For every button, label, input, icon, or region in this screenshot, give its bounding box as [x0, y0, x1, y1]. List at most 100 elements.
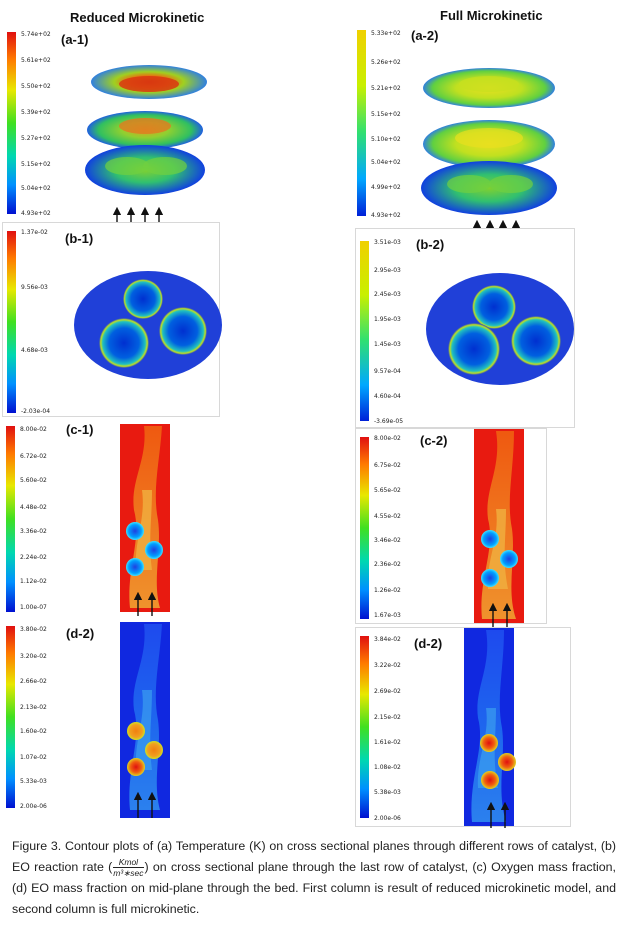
tick-b2-6: 4.60e-04 [374, 393, 401, 400]
tick-c2-6: 1.26e-02 [374, 587, 401, 594]
tick-d1-5: 1.07e-02 [20, 754, 47, 761]
panel-label-d1: (d-2) [66, 626, 95, 641]
colorbar-a2 [357, 30, 366, 216]
tick-c1-6: 1.12e-02 [20, 578, 47, 585]
tick-a1-0: 5.74e+02 [21, 31, 51, 38]
tick-d1-4: 1.60e-02 [20, 728, 47, 735]
tick-c2-5: 2.36e-02 [374, 561, 401, 568]
tick-a1-6: 5.04e+02 [21, 185, 51, 192]
panel-c2: (c-2) 8.00e-02 6.75e-02 5.65e-02 4.55e-0… [355, 428, 547, 627]
tick-c2-2: 5.65e-02 [374, 487, 401, 494]
tick-c1-7: 1.00e-07 [20, 604, 47, 611]
tick-b2-1: 2.95e-03 [374, 267, 401, 274]
tick-d1-2: 2.66e-02 [20, 678, 47, 685]
flow-arrows-a2 [472, 219, 521, 244]
panel-label-b1: (b-1) [65, 231, 94, 246]
tick-c2-3: 4.55e-02 [374, 513, 401, 520]
tick-b2-5: 9.57e-04 [374, 368, 401, 375]
tick-d1-6: 5.33e-03 [20, 778, 47, 785]
tick-a2-5: 5.04e+02 [371, 159, 401, 166]
tick-b2-4: 1.45e-03 [374, 341, 401, 348]
tick-a1-7: 4.93e+02 [21, 210, 51, 217]
tick-a2-1: 5.26e+02 [371, 59, 401, 66]
tick-d2-6: 5.38e-03 [374, 789, 401, 796]
rate-unit-numerator: Kmol [113, 857, 144, 869]
tick-b2-3: 1.95e-03 [374, 316, 401, 323]
rate-unit-fraction: Kmol m³∗sec [113, 857, 144, 879]
colorbar-b1 [7, 231, 16, 413]
eo-fraction-plane-d1 [120, 622, 170, 818]
eo-fraction-plane-d2 [464, 628, 516, 828]
tick-d1-3: 2.13e-02 [20, 704, 47, 711]
panel-label-c2: (c-2) [420, 433, 448, 448]
tick-a2-6: 4.99e+02 [371, 184, 401, 191]
tick-a1-3: 5.39e+02 [21, 109, 51, 116]
figure-caption: Figure 3. Contour plots of (a) Temperatu… [12, 836, 616, 920]
tick-c1-1: 6.72e-02 [20, 453, 47, 460]
tick-c2-1: 6.75e-02 [374, 462, 401, 469]
panel-a2: (a-2) 5.33e+02 5.26e+02 5.21e+02 5.15e+0… [355, 24, 569, 244]
right-column-title: Full Microkinetic [440, 8, 543, 23]
panel-label-d2: (d-2) [414, 636, 443, 651]
tick-c2-7: 1.67e-03 [374, 612, 401, 619]
tick-d1-1: 3.20e-02 [20, 653, 47, 660]
tick-c1-3: 4.48e-02 [20, 504, 47, 511]
tick-c1-0: 8.00e-02 [20, 426, 47, 433]
tick-d1-0: 3.80e-02 [20, 626, 47, 633]
colorbar-d2 [360, 636, 369, 818]
caption-prefix: Figure 3. Contour plots of (a) Temperatu… [12, 839, 616, 874]
tick-b2-0: 3.51e-03 [374, 239, 401, 246]
reaction-rate-disc-b1 [74, 271, 222, 379]
panel-a1: (a-1) 5.74e+02 5.61e+02 5.50e+02 5.39e+0… [5, 28, 211, 231]
tick-d2-7: 2.00e-06 [374, 815, 401, 822]
tick-a1-1: 5.61e+02 [21, 57, 51, 64]
tick-a1-5: 5.15e+02 [21, 161, 51, 168]
panel-d1: (d-2) 3.80e-02 3.20e-02 2.66e-02 2.13e-0… [2, 620, 222, 820]
panel-label-a2: (a-2) [411, 28, 439, 43]
oxygen-fraction-plane-c2 [474, 429, 524, 627]
tick-b1-1: 9.56e-03 [21, 284, 48, 291]
tick-a2-7: 4.93e+02 [371, 212, 401, 219]
tick-d2-1: 3.22e-02 [374, 662, 401, 669]
tick-d1-7: 2.00e-06 [20, 803, 47, 810]
panel-d2: (d-2) 3.84e-02 3.22e-02 2.69e-02 2.15e-0… [355, 627, 571, 828]
tick-c1-2: 5.60e-02 [20, 477, 47, 484]
panel-b1: (b-1) 1.37e-02 9.56e-03 4.68e-03 -2.03e-… [2, 222, 222, 417]
tick-d2-2: 2.69e-02 [374, 688, 401, 695]
tick-b1-3: -2.03e-04 [21, 408, 51, 415]
tick-b2-2: 2.45e-03 [374, 291, 401, 298]
tick-d2-3: 2.15e-02 [374, 714, 401, 721]
tick-b1-0: 1.37e-02 [21, 229, 48, 236]
temperature-discs-a2 [421, 68, 557, 215]
caption-suffix: ) on cross sectional plane through the l… [12, 860, 616, 917]
tick-c2-4: 3.46e-02 [374, 537, 401, 544]
left-column-title: Reduced Microkinetic [70, 10, 205, 25]
tick-c1-5: 2.24e-02 [20, 554, 47, 561]
tick-d2-4: 1.61e-02 [374, 739, 401, 746]
tick-a1-2: 5.50e+02 [21, 83, 51, 90]
tick-a2-4: 5.10e+02 [371, 136, 401, 143]
oxygen-fraction-plane-c1 [120, 424, 170, 616]
colorbar-b2 [360, 241, 369, 421]
colorbar-a1 [7, 32, 16, 214]
tick-a2-0: 5.33e+02 [371, 30, 401, 37]
tick-c2-0: 8.00e-02 [374, 435, 401, 442]
tick-a1-4: 5.27e+02 [21, 135, 51, 142]
tick-d2-5: 1.08e-02 [374, 764, 401, 771]
reaction-rate-disc-b2 [426, 273, 574, 385]
panel-label-c1: (c-1) [66, 422, 94, 437]
colorbar-c2 [360, 437, 369, 619]
panel-label-b2: (b-2) [416, 237, 445, 252]
panel-label-a1: (a-1) [61, 32, 89, 47]
tick-b2-7: -3.69e-05 [374, 418, 404, 425]
tick-c1-4: 3.36e-02 [20, 528, 47, 535]
tick-b1-2: 4.68e-03 [21, 347, 48, 354]
tick-d2-0: 3.84e-02 [374, 636, 401, 643]
tick-a2-3: 5.15e+02 [371, 111, 401, 118]
tick-a2-2: 5.21e+02 [371, 85, 401, 92]
colorbar-c1 [6, 426, 15, 612]
panel-c1: (c-1) 8.00e-02 6.72e-02 5.60e-02 4.48e-0… [2, 420, 222, 620]
panel-b2: (b-2) 3.51e-03 2.95e-03 2.45e-03 1.95e-0… [355, 228, 575, 428]
temperature-discs-a1 [85, 65, 207, 195]
rate-unit-denominator: m³∗sec [113, 868, 144, 879]
